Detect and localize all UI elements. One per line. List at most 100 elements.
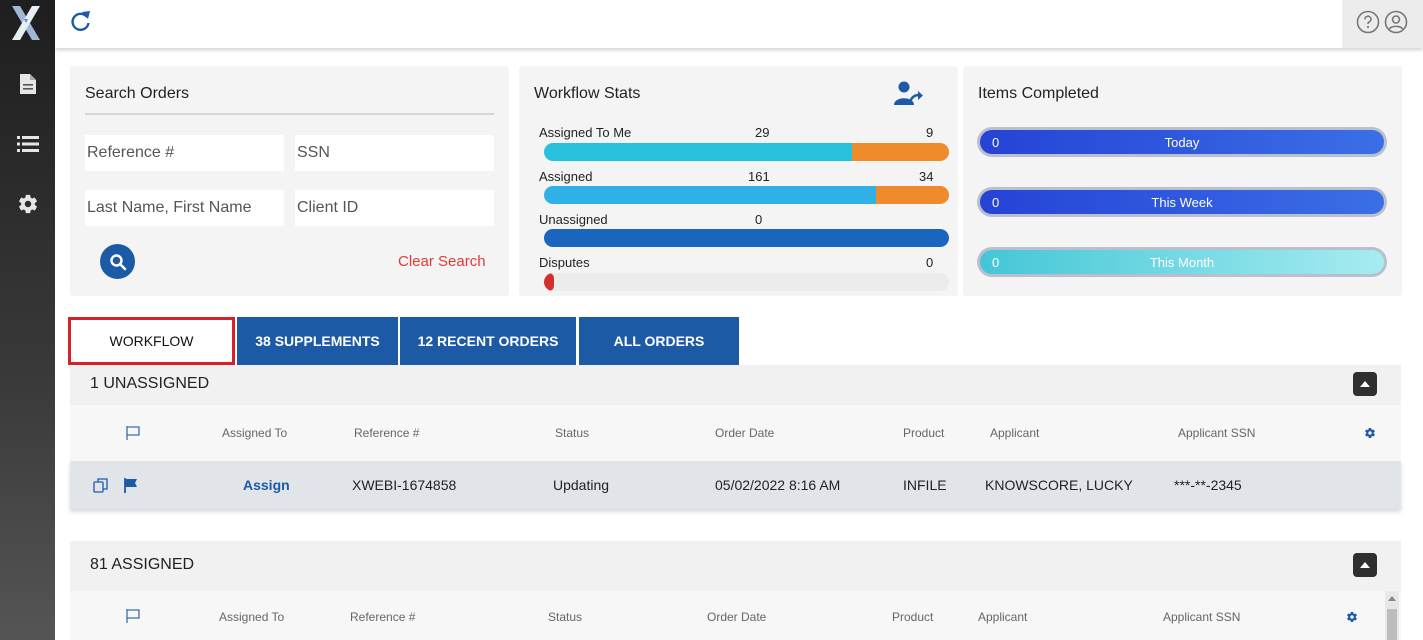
help-icon[interactable] [1356,10,1380,34]
bar-primary-segment [544,273,554,291]
col-order-date[interactable]: Order Date [715,426,775,440]
assigned-section: 81 ASSIGNED Assigned To Reference # Stat… [70,541,1401,640]
assign-link[interactable]: Assign [243,477,290,493]
column-settings-icon[interactable] [1346,610,1358,628]
today-label: Today [1164,134,1200,150]
main-content: Search Orders Reference # SSN Last Name,… [55,48,1423,640]
gear-icon[interactable] [14,190,42,218]
ssn-cell: ***-**-2345 [1174,477,1242,493]
search-orders-card: Search Orders Reference # SSN Last Name,… [70,66,509,296]
col-status[interactable]: Status [548,610,583,624]
this-week-label: This Week [1151,194,1213,210]
items-completed-title: Items Completed [978,85,1099,102]
tab-recent-orders[interactable]: 12 RECENT ORDERS [400,317,576,365]
stat-value: 29 [755,125,770,140]
stat-label: Unassigned [539,212,608,227]
unassigned-title: 1 UNASSIGNED [90,375,210,392]
app-logo[interactable] [10,4,42,42]
search-button[interactable] [100,244,135,279]
product-cell: INFILE [903,477,947,493]
caret-up-icon [1360,562,1370,568]
clear-search-link[interactable]: Clear Search [398,253,486,270]
bar-primary-segment [544,229,949,247]
col-applicant[interactable]: Applicant [978,610,1028,624]
disputes-bar [544,273,949,291]
this-week-pill: 0 This Week [977,187,1387,217]
scroll-up-icon[interactable] [1385,593,1399,605]
order-date-cell: 05/02/2022 8:16 AM [715,477,841,493]
this-month-pill: 0 This Month [977,247,1387,277]
flag-outline-icon[interactable] [125,425,141,446]
stat-label: Assigned To Me [539,125,632,140]
bar-secondary-segment [876,186,949,204]
reference-cell: XWEBI-1674858 [352,477,457,493]
status-cell: Updating [553,477,610,493]
stat-value: 161 [748,169,770,184]
col-assigned-to[interactable]: Assigned To [219,610,285,624]
user-icon[interactable] [1384,10,1408,34]
col-product[interactable]: Product [903,426,945,440]
collapse-unassigned-button[interactable] [1353,372,1377,396]
unassigned-section: 1 UNASSIGNED Assigned To Reference # Sta… [70,365,1401,509]
list-icon[interactable] [14,130,42,158]
name-input[interactable]: Last Name, First Name [85,190,284,226]
applicant-cell: KNOWSCORE, LUCKY [985,477,1133,493]
assigned-bar [544,186,949,204]
stat-value-secondary: 0 [926,255,934,270]
this-month-count: 0 [992,254,1000,270]
col-reference[interactable]: Reference # [354,426,420,440]
col-applicant-ssn[interactable]: Applicant SSN [1178,426,1256,440]
assigned-to-me-bar [544,143,949,161]
bar-primary-segment [544,186,877,204]
collapse-assigned-button[interactable] [1353,553,1377,577]
col-product[interactable]: Product [892,610,934,624]
assign-user-icon[interactable] [893,80,923,108]
title-divider [85,113,494,115]
stat-label: Assigned [539,169,593,184]
unassigned-bar [544,229,949,247]
col-applicant-ssn[interactable]: Applicant SSN [1163,610,1241,624]
copy-icon[interactable] [93,478,108,498]
flag-icon[interactable] [123,478,138,498]
search-orders-title: Search Orders [85,85,190,102]
stat-label: Disputes [539,255,590,270]
tab-workflow[interactable]: WORKFLOW [68,317,235,365]
today-pill: 0 Today [977,127,1387,157]
col-reference[interactable]: Reference # [350,610,416,624]
sidebar [0,0,55,640]
refresh-icon[interactable] [69,9,93,33]
workflow-stats-title: Workflow Stats [534,85,641,102]
unassigned-table-header: Assigned To Reference # Status Order Dat… [70,405,1401,461]
tab-supplements[interactable]: 38 SUPPLEMENTS [237,317,398,365]
stat-value: 0 [755,212,763,227]
assigned-table-header: Assigned To Reference # Status Order Dat… [70,591,1401,640]
col-status[interactable]: Status [555,426,590,440]
ssn-input[interactable]: SSN [295,135,494,171]
assigned-title: 81 ASSIGNED [90,556,195,573]
this-month-label: This Month [1149,254,1215,270]
client-id-input[interactable]: Client ID [295,190,494,226]
column-settings-icon[interactable] [1364,426,1376,444]
reference-input[interactable]: Reference # [85,135,284,171]
this-week-count: 0 [992,194,1000,210]
stat-value-secondary: 34 [919,169,934,184]
col-order-date[interactable]: Order Date [707,610,767,624]
scroll-thumb[interactable] [1387,609,1397,640]
top-bar [55,0,1423,48]
top-right-tools [1342,0,1423,48]
search-icon [109,253,126,270]
caret-up-icon [1360,381,1370,387]
today-count: 0 [992,134,1000,150]
table-scrollbar[interactable] [1385,591,1399,640]
col-assigned-to[interactable]: Assigned To [222,426,288,440]
tab-all-orders[interactable]: ALL ORDERS [579,317,739,365]
bar-secondary-segment [851,143,949,161]
flag-outline-icon[interactable] [125,608,141,629]
col-applicant[interactable]: Applicant [990,426,1040,440]
table-row[interactable]: Assign XWEBI-1674858 Updating 05/02/2022… [70,461,1401,509]
workflow-stats-card: Workflow Stats Assigned To Me 29 9 Assig… [519,66,958,296]
bar-primary-segment [544,143,852,161]
document-icon[interactable] [14,70,42,98]
stat-value-secondary: 9 [926,125,934,140]
items-completed-card: Items Completed 0 Today 0 This Week 0 Th… [963,66,1402,296]
